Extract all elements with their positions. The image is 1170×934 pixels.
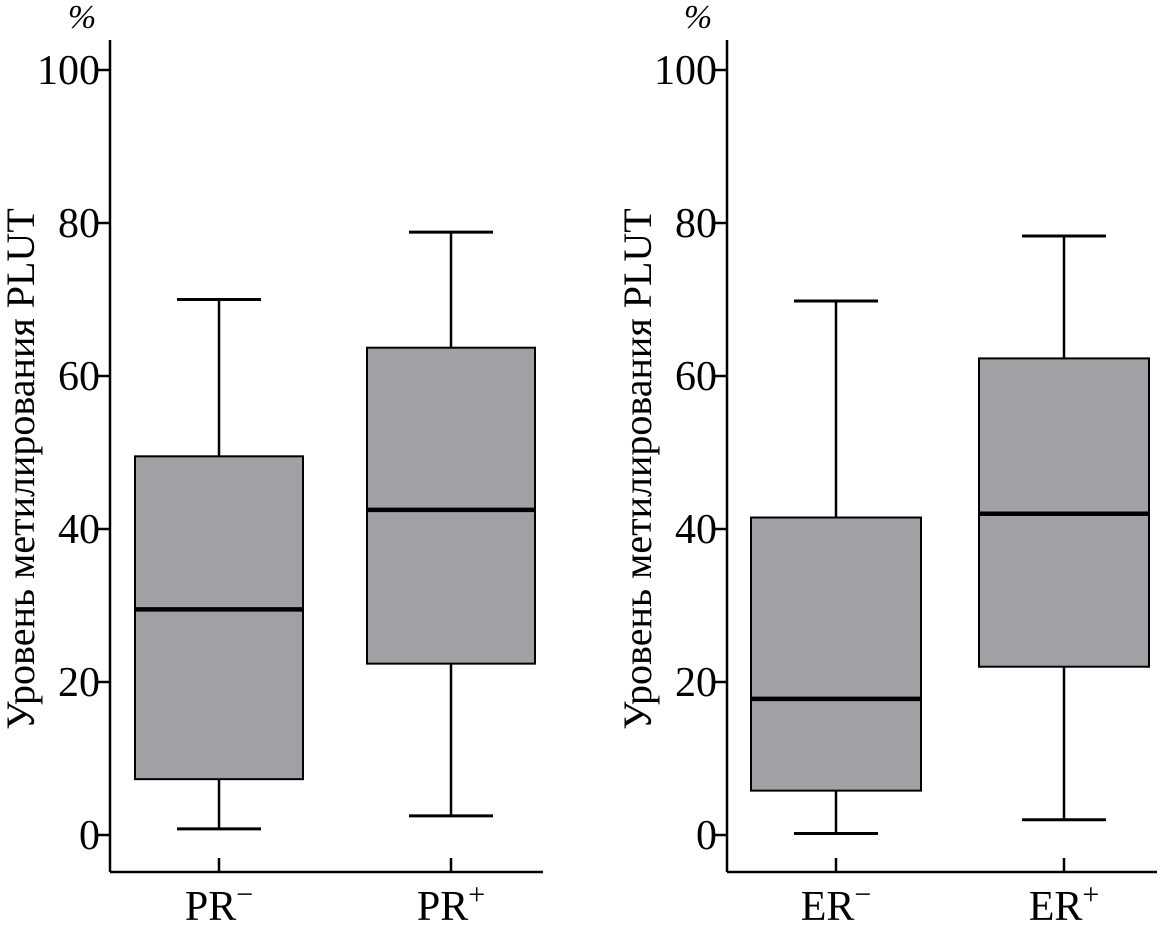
y-tick-label: 80: [675, 201, 717, 247]
iqr-box: [134, 455, 304, 781]
y-tick-label: 40: [675, 507, 717, 553]
category-base: ER: [801, 884, 855, 930]
y-tick-label: 100: [654, 48, 717, 94]
panel-pr: 0 20 40 60 80 100% Уровень метилирования PLUT P…: [0, 0, 543, 930]
category-base: ER: [1029, 884, 1083, 930]
y-axis-title: Уровень метилирования PLUT: [0, 208, 43, 730]
y-tick-label: 100: [37, 48, 100, 94]
category-superscript: +: [468, 878, 485, 911]
x-category-label: ER−: [801, 878, 872, 930]
y-tick-label: 0: [79, 813, 100, 859]
y-axis-title: Уровень метилирования PLUT: [615, 208, 660, 730]
category-superscript: −: [236, 878, 253, 911]
y-tick-label: 0: [696, 813, 717, 859]
y-tick-label: 80: [58, 201, 100, 247]
y-tick-label: 60: [675, 354, 717, 400]
category-base: PR: [185, 884, 236, 930]
iqr-box: [366, 346, 536, 665]
category-base: PR: [417, 884, 468, 930]
x-category-label: ER+: [1029, 878, 1100, 930]
x-category-label: PR+: [417, 878, 485, 930]
panel-er: 0 20 40 60 80 100% Уровень метилирования PLUT E…: [615, 0, 1157, 930]
category-superscript: −: [854, 878, 871, 911]
y-tick-label: 20: [675, 660, 717, 706]
y-tick-label: 60: [58, 354, 100, 400]
y-tick-label: 20: [58, 660, 100, 706]
iqr-box: [750, 516, 922, 792]
y-unit-label: %: [68, 0, 96, 36]
y-tick-label: 40: [58, 507, 100, 553]
x-category-label: PR−: [185, 878, 253, 930]
y-unit-label: %: [684, 0, 712, 36]
category-superscript: +: [1082, 878, 1099, 911]
